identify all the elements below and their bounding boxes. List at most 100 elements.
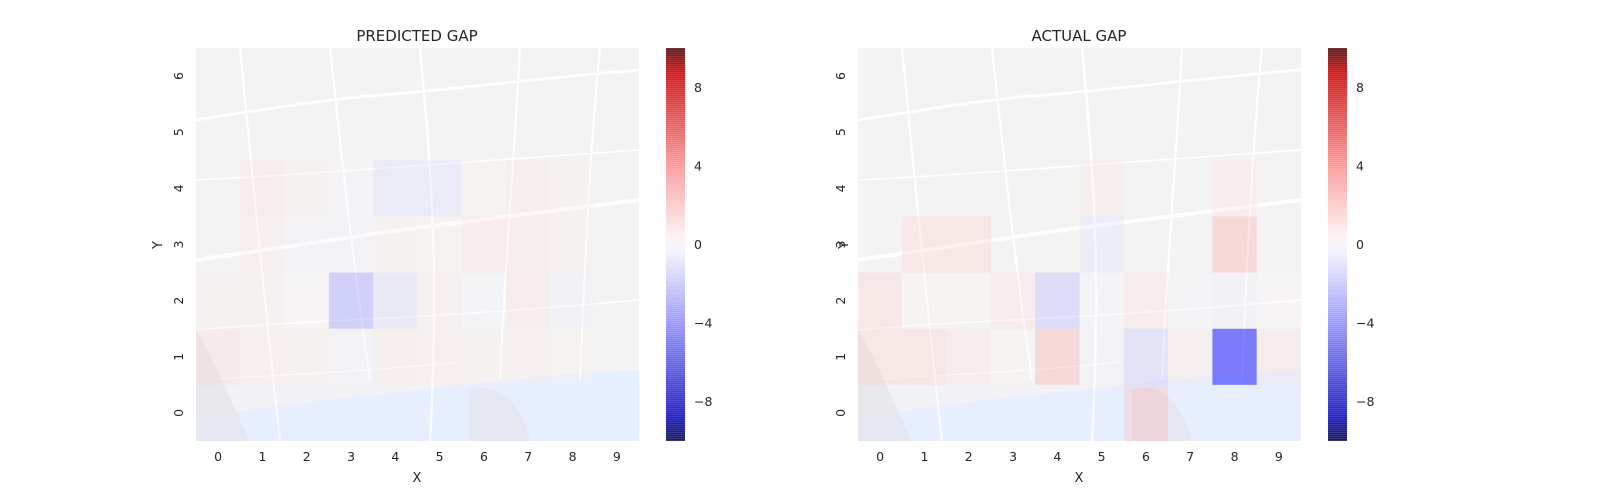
heatmap-cell (240, 384, 285, 441)
x-tick-label: 1 (920, 449, 928, 464)
colorbar-tick-label: 4 (694, 158, 702, 173)
river (196, 370, 639, 441)
x-tick-label: 5 (1098, 449, 1106, 464)
heatmap-cell (946, 328, 991, 385)
heatmap-cell (284, 160, 329, 217)
x-tick-label: 6 (480, 449, 488, 464)
heatmap-cell (461, 160, 507, 217)
heatmap-cell (1256, 384, 1301, 441)
heatmap-cell (373, 328, 418, 385)
colorbar-tick-label: 0 (1356, 237, 1364, 252)
heatmap-cell (240, 328, 285, 385)
y-tick-label: 6 (171, 72, 186, 80)
x-tick-label: 5 (436, 449, 444, 464)
hill-shading (1132, 387, 1192, 441)
heatmap-cell (990, 272, 1036, 329)
colorbar-tick-label: 8 (694, 80, 702, 95)
y-tick-label: 2 (171, 297, 186, 305)
heatmap-cell (550, 160, 595, 217)
x-tick-label: 8 (1231, 449, 1239, 464)
heatmap-cell (417, 384, 462, 441)
heatmap-cell (1079, 272, 1124, 329)
colorbar: −8 −4 0 4 8 (1328, 48, 1374, 441)
heatmap-cell (461, 328, 507, 385)
heatmap-cell (506, 384, 551, 441)
x-tick-label: 8 (569, 449, 577, 464)
heatmap-cell (946, 272, 991, 329)
heatmap-cell (328, 272, 374, 329)
x-tick-label: 9 (613, 449, 621, 464)
colorbar-tick-labels: −8 −4 0 4 8 (1356, 80, 1374, 409)
y-tick-label: 3 (171, 241, 186, 249)
x-tick-labels: 0 1 2 3 4 5 6 7 8 9 (876, 449, 1283, 464)
heatmap-cell (902, 272, 947, 329)
x-tick-label: 6 (1142, 449, 1150, 464)
heatmap-cell (1079, 384, 1124, 441)
colorbar-tick-label: −8 (694, 394, 712, 409)
heatmap-cells (196, 160, 639, 441)
x-tick-label: 9 (1275, 449, 1283, 464)
y-tick-label: 0 (833, 409, 848, 417)
heatmap-cell (1035, 272, 1080, 329)
heatmap-cell (1256, 328, 1301, 385)
heatmap-cell (990, 328, 1036, 385)
heatmap-cell (1123, 384, 1169, 441)
x-tick-label: 0 (876, 449, 884, 464)
heatmap-cell (196, 384, 241, 441)
heatmap-cell (196, 328, 241, 385)
colorbar-tick-labels: −8 −4 0 4 8 (694, 80, 712, 409)
heatmap-cell (902, 216, 947, 273)
y-tick-label: 0 (171, 409, 186, 417)
x-tick-labels: 0 1 2 3 4 5 6 7 8 9 (214, 449, 621, 464)
y-tick-label: 4 (171, 184, 186, 192)
heatmap-cell (373, 272, 418, 329)
heatmap-cell (417, 328, 462, 385)
heatmap-cell (1035, 328, 1080, 385)
heatmap-cell (1212, 216, 1257, 273)
heatmap-cell (240, 272, 285, 329)
heatmap-cell (461, 272, 507, 329)
heatmap-cell (461, 216, 507, 273)
heatmap-cell (240, 216, 285, 273)
y-tick-label: 5 (171, 128, 186, 136)
heatmap-cell (1212, 160, 1257, 217)
y-tick-labels: 0 1 2 3 4 5 6 (833, 72, 848, 417)
y-tick-label: 4 (833, 184, 848, 192)
heatmap-cell (1123, 272, 1169, 329)
colorbar-tick-label: −4 (694, 316, 712, 331)
heatmap-cell (1123, 328, 1169, 385)
x-axis-label: X (1075, 471, 1084, 486)
heatmap-cell (461, 384, 507, 441)
heatmap-cell (1256, 272, 1301, 329)
heatmap-cell (284, 384, 329, 441)
x-tick-label: 0 (214, 449, 222, 464)
heatmap-cell (284, 272, 329, 329)
chart-title: ACTUAL GAP (1032, 27, 1127, 45)
heatmap-cell (1035, 384, 1080, 441)
heatmap-cell (506, 160, 551, 217)
colorbar-tick-label: 8 (1356, 80, 1364, 95)
heatmap-cell (328, 216, 374, 273)
heatmap-cell (1212, 272, 1257, 329)
y-tick-label: 5 (833, 128, 848, 136)
heatmap-cell (373, 384, 418, 441)
heatmap-cells (858, 160, 1301, 441)
heatmap-cell (1168, 272, 1213, 329)
x-tick-label: 7 (524, 449, 532, 464)
heatmap-cell (240, 160, 285, 217)
heatmap-cell (373, 216, 418, 273)
heatmap-cell (1079, 328, 1124, 385)
x-tick-label: 1 (258, 449, 266, 464)
colorbar-tick-label: 4 (1356, 158, 1364, 173)
heatmap-cell (858, 328, 903, 385)
colorbar: −8 −4 0 4 8 (666, 48, 712, 441)
y-tick-label: 3 (833, 241, 848, 249)
heatmap-cell (1168, 328, 1213, 385)
heatmap-cell (902, 328, 947, 385)
heatmap-cell (284, 328, 329, 385)
x-tick-label: 4 (391, 449, 399, 464)
chart-title: PREDICTED GAP (356, 27, 477, 45)
heatmap-cell (902, 384, 947, 441)
heatmap-cell (506, 216, 551, 273)
